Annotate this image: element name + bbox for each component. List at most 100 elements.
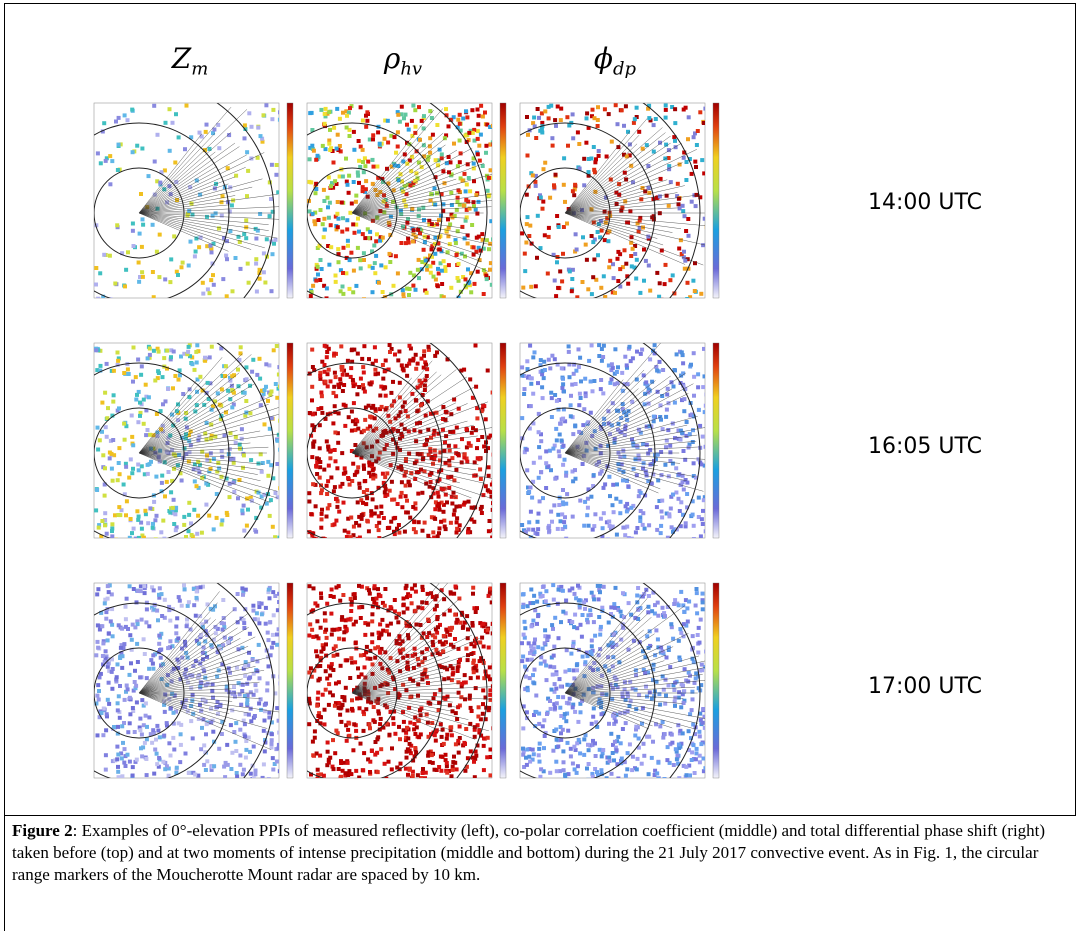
radar-pixel	[103, 466, 107, 470]
radar-pixel	[408, 594, 412, 598]
radar-pixel	[270, 163, 274, 167]
radar-pixel	[102, 121, 106, 125]
radar-pixel	[617, 451, 621, 455]
radar-pixel	[111, 438, 115, 442]
radar-pixel	[310, 348, 314, 352]
radar-pixel	[314, 464, 318, 468]
radar-pixel	[388, 343, 392, 347]
radar-pixel	[624, 262, 628, 266]
radar-pixel	[661, 368, 665, 372]
radar-pixel	[475, 416, 479, 420]
radar-pixel	[484, 151, 488, 155]
radar-pixel	[370, 612, 374, 616]
radar-pixel	[552, 598, 556, 602]
radar-pixel	[367, 471, 371, 475]
radar-pixel	[565, 115, 569, 119]
radar-pixel	[469, 749, 473, 753]
radar-pixel	[130, 471, 134, 475]
radar-pixel	[245, 194, 249, 198]
radar-pixel	[476, 152, 480, 156]
radar-pixel	[637, 130, 641, 134]
radar-pixel	[683, 610, 687, 614]
radar-pixel	[401, 367, 405, 371]
radar-pixel	[391, 716, 395, 720]
radar-pixel	[556, 527, 560, 531]
radar-pixel	[555, 738, 559, 742]
radar-pixel	[427, 631, 431, 635]
radar-pixel	[100, 401, 104, 405]
radar-pixel	[423, 378, 427, 382]
radar-pixel	[417, 207, 421, 211]
radar-pixel	[435, 604, 439, 608]
radar-pixel	[441, 487, 445, 491]
radar-pixel	[129, 661, 133, 665]
radar-pixel	[487, 474, 491, 478]
radar-pixel	[328, 201, 332, 205]
radar-pixel	[378, 594, 382, 598]
radar-pixel	[204, 768, 208, 772]
radar-pixel	[96, 426, 100, 430]
radar-pixel	[357, 482, 361, 486]
radar-pixel	[444, 753, 448, 757]
radar-pixel	[340, 482, 344, 486]
radar-pixel	[481, 164, 485, 168]
radar-pixel	[562, 390, 566, 394]
radar-pixel	[449, 160, 453, 164]
radar-pixel	[251, 358, 255, 362]
radar-pixel	[491, 501, 495, 505]
radar-pixel	[270, 738, 274, 742]
radar-pixel	[314, 537, 318, 541]
radar-pixel	[160, 481, 164, 485]
radar-pixel	[370, 619, 374, 623]
radar-pixel	[165, 480, 169, 484]
radar-pixel	[140, 698, 144, 702]
radar-pixel	[609, 732, 613, 736]
radar-pixel	[405, 607, 409, 611]
radar-pixel	[361, 160, 365, 164]
radar-pixel	[478, 640, 482, 644]
radar-pixel	[381, 290, 385, 294]
radar-pixel	[94, 266, 98, 270]
radar-pixel	[315, 654, 319, 658]
radar-pixel	[452, 755, 456, 759]
radar-pixel	[444, 269, 448, 273]
radar-pixel	[193, 254, 197, 258]
radar-pixel	[327, 347, 331, 351]
radar-pixel	[348, 258, 352, 262]
radar-pixel	[347, 722, 351, 726]
radar-pixel	[270, 646, 274, 650]
radar-pixel	[271, 633, 275, 637]
radar-pixel	[442, 510, 446, 514]
radar-pixel	[544, 599, 548, 603]
radar-pixel	[491, 622, 495, 626]
radar-pixel	[448, 449, 452, 453]
radar-pixel	[531, 173, 535, 177]
radar-pixel	[393, 135, 397, 139]
radar-pixel	[445, 667, 449, 671]
radar-pixel	[117, 446, 121, 450]
radar-pixel	[398, 120, 402, 124]
radar-pixel	[335, 505, 339, 509]
radar-pixel	[349, 251, 353, 255]
radar-pixel	[331, 421, 335, 425]
radar-pixel	[573, 592, 577, 596]
radar-pixel	[420, 606, 424, 610]
radar-pixel	[152, 772, 156, 776]
radar-pixel	[405, 287, 409, 291]
radar-pixel	[140, 464, 144, 468]
radar-pixel	[425, 712, 429, 716]
radar-pixel	[484, 417, 488, 421]
radar-pixel	[195, 361, 199, 365]
radar-pixel	[211, 730, 215, 734]
radar-pixel	[185, 624, 189, 628]
radar-pixel	[345, 739, 349, 743]
radar-pixel	[274, 491, 278, 495]
radar-pixel	[254, 683, 258, 687]
radar-pixel	[329, 666, 333, 670]
radar-pixel	[350, 410, 354, 414]
radar-pixel	[131, 222, 135, 226]
radar-pixel	[168, 280, 172, 284]
radar-pixel	[451, 768, 455, 772]
radar-pixel	[325, 355, 329, 359]
radar-pixel	[321, 647, 325, 651]
